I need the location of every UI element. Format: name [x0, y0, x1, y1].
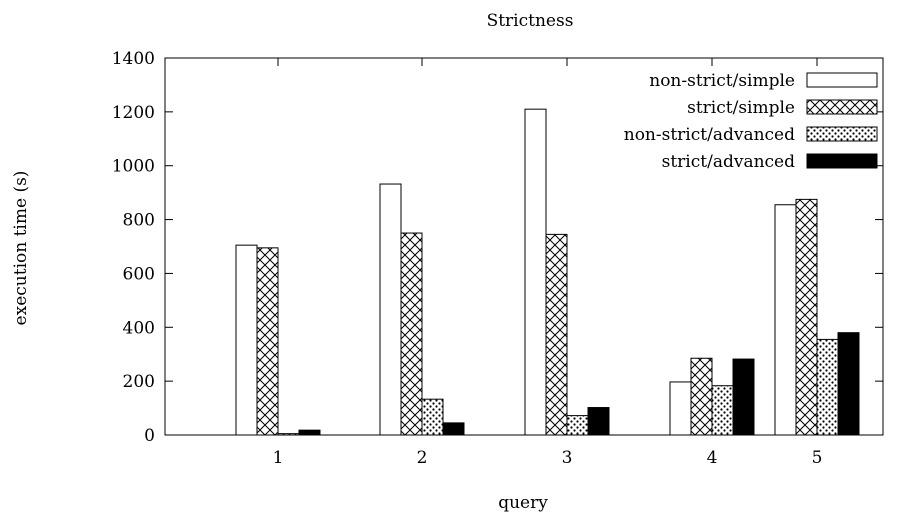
bar-non-strict-simple-q2: [379, 183, 402, 436]
y-tick-label: 600: [123, 264, 155, 284]
x-tick-label: 4: [707, 448, 718, 468]
y-tick-label: 1200: [112, 103, 155, 123]
bar-non-strict-simple-q5: [774, 204, 797, 436]
bar-strict-advanced-q5: [837, 332, 860, 436]
legend-label: strict/advanced: [662, 152, 795, 172]
bar-non-strict-advanced-q2: [421, 398, 444, 436]
x-axis-label: query: [498, 493, 548, 513]
bar-non-strict-advanced-q4: [711, 385, 734, 436]
bar-non-strict-simple-q3: [524, 108, 547, 436]
x-tick-label: 5: [812, 448, 823, 468]
legend-label: non-strict/simple: [649, 71, 795, 91]
bar-non-strict-advanced-q5: [816, 338, 839, 436]
y-tick-label: 0: [144, 426, 155, 446]
x-tick-label: 2: [417, 448, 428, 468]
axes-group: 0 200 400 600 800 1000 1200 1400 1 2 3 4 5: [112, 49, 884, 468]
legend: non-strict/simple strict/simple non-strict…: [624, 71, 878, 172]
bar-strict-advanced-q1: [298, 429, 321, 436]
bar-strict-simple-q5: [795, 198, 818, 436]
bar-strict-simple-q4: [690, 357, 713, 436]
chart-title: Strictness: [487, 11, 574, 31]
legend-label: strict/simple: [687, 98, 795, 118]
y-tick-label: 1000: [112, 157, 155, 177]
y-tick-label: 1400: [112, 49, 155, 69]
x-tick-label: 3: [562, 448, 573, 468]
y-tick-label: 800: [123, 211, 155, 231]
y-tick-label: 400: [123, 318, 155, 338]
y-axis-label: execution time (s): [11, 171, 31, 326]
legend-label: non-strict/advanced: [624, 125, 795, 145]
legend-swatch: [806, 99, 878, 115]
x-tick-label: 1: [273, 448, 284, 468]
bar-strict-simple-q2: [400, 232, 423, 436]
legend-swatch: [806, 72, 878, 88]
bar-non-strict-advanced-q3: [566, 415, 589, 436]
bars-group: [235, 108, 860, 436]
legend-swatch: [806, 153, 878, 169]
bar-strict-advanced-q3: [587, 407, 610, 436]
bar-strict-simple-q3: [545, 233, 568, 436]
legend-swatch: [806, 126, 878, 142]
bar-non-strict-simple-q1: [235, 244, 258, 436]
bar-strict-advanced-q4: [732, 358, 755, 436]
plot-frame: [164, 57, 884, 436]
bar-non-strict-simple-q4: [669, 381, 692, 436]
bar-strict-simple-q1: [256, 247, 279, 436]
y-tick-label: 200: [123, 372, 155, 392]
bar-strict-advanced-q2: [442, 422, 465, 436]
